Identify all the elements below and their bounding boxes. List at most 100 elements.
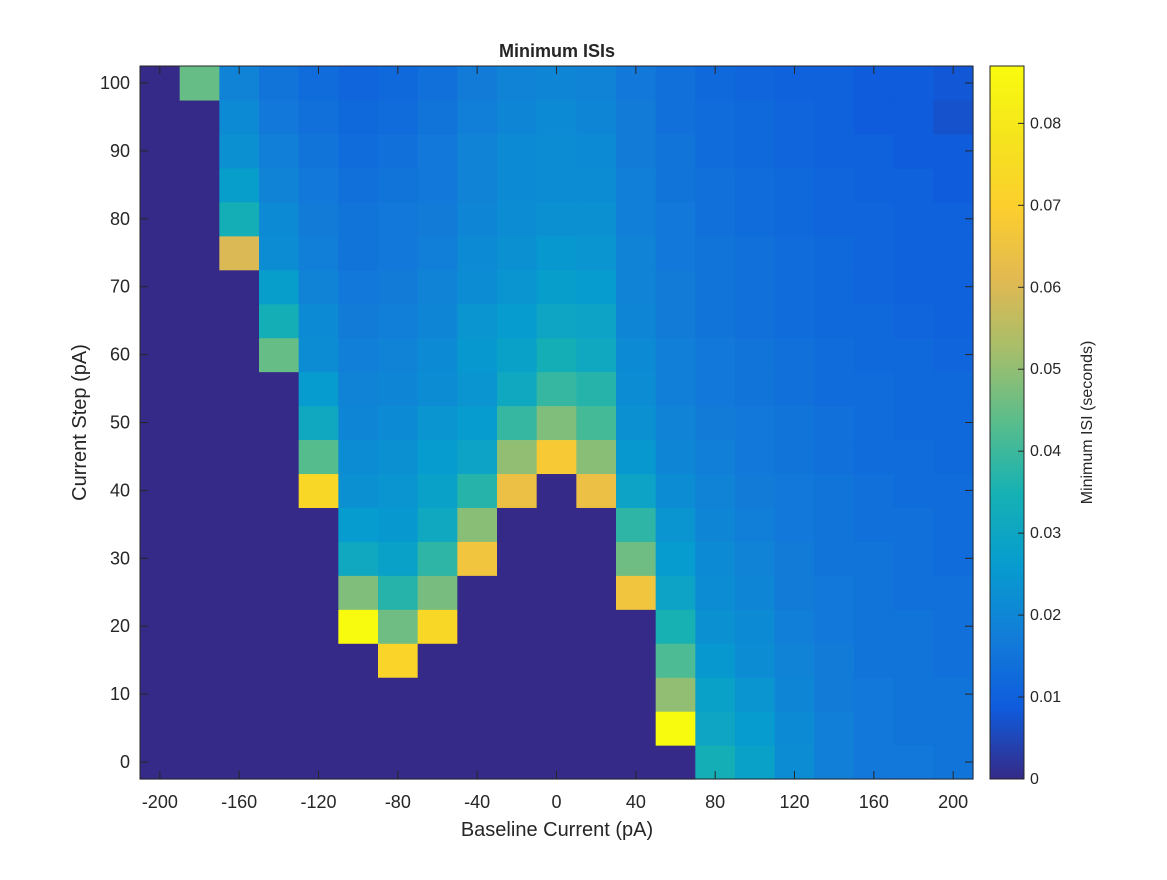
heatmap-cell [179, 201, 220, 237]
heatmap-cell [576, 405, 617, 441]
heatmap-cell [695, 711, 736, 746]
colorbar-tick-label: 0.03 [1030, 525, 1061, 542]
heatmap-cell [219, 439, 260, 475]
heatmap-cell [497, 133, 538, 169]
heatmap-cell [338, 507, 379, 542]
heatmap-cell [616, 303, 657, 339]
y-tick-label: 0 [120, 752, 130, 772]
heatmap-cell [259, 133, 300, 169]
heatmap-cell [417, 133, 458, 169]
heatmap-cell [140, 507, 181, 542]
heatmap-cell [814, 677, 855, 712]
heatmap-cell [298, 201, 339, 237]
heatmap-cell [338, 609, 379, 644]
colorbar-tick-label: 0.05 [1030, 361, 1061, 378]
heatmap-cell [219, 643, 260, 678]
heatmap-cell [655, 473, 696, 508]
heatmap-cell [735, 235, 776, 271]
heatmap-cell [179, 473, 220, 508]
y-axis-label: Current Step (pA) [69, 344, 91, 501]
heatmap-cell [378, 167, 419, 203]
heatmap-cell [338, 643, 379, 678]
heatmap-cell [457, 235, 498, 271]
heatmap-cell [774, 439, 815, 475]
heatmap-cell [298, 439, 339, 475]
heatmap-cell [576, 269, 617, 305]
heatmap-cell [219, 235, 260, 271]
heatmap-cell [298, 99, 339, 135]
heatmap-cell [457, 269, 498, 305]
heatmap-cell [417, 167, 458, 203]
heatmap-cell [854, 269, 895, 305]
y-tick-label: 80 [110, 209, 130, 229]
heatmap-cell [735, 167, 776, 203]
heatmap-cell [854, 439, 895, 475]
heatmap-cell [219, 711, 260, 746]
heatmap-cell [338, 711, 379, 746]
heatmap-cell [814, 66, 855, 101]
heatmap-cell [854, 201, 895, 237]
heatmap-cell [814, 201, 855, 237]
heatmap-cell [259, 711, 300, 746]
heatmap-cell [576, 66, 617, 101]
heatmap-cell [378, 303, 419, 339]
heatmap-cell [338, 303, 379, 339]
heatmap-cell [219, 201, 260, 237]
heatmap-cell [259, 269, 300, 305]
heatmap-cell [814, 575, 855, 610]
heatmap-cell [695, 405, 736, 441]
heatmap-cell [933, 507, 974, 542]
heatmap-cell [814, 99, 855, 135]
y-tick-label: 50 [110, 413, 130, 433]
x-tick-label: 0 [551, 792, 561, 812]
heatmap-cell [457, 167, 498, 203]
heatmap-cell [378, 371, 419, 407]
heatmap-cell [457, 405, 498, 441]
heatmap-cell [179, 99, 220, 135]
heatmap-cell [417, 66, 458, 101]
heatmap-cell [735, 575, 776, 610]
heatmap-cell [259, 575, 300, 610]
heatmap-cell [854, 235, 895, 271]
heatmap-cell [735, 745, 776, 780]
heatmap-cell [814, 337, 855, 373]
heatmap-cell [140, 643, 181, 678]
heatmap-cell [774, 337, 815, 373]
heatmap-cell [695, 507, 736, 542]
heatmap-cell [576, 643, 617, 678]
heatmap-cell [378, 269, 419, 305]
heatmap-cell [616, 643, 657, 678]
heatmap-cell [854, 643, 895, 678]
heatmap-cell [774, 235, 815, 271]
heatmap-cell [854, 99, 895, 135]
heatmap-cell [735, 66, 776, 101]
heatmap-cell [814, 609, 855, 644]
heatmap-cell [417, 711, 458, 746]
heatmap-cell [536, 337, 577, 373]
heatmap-cell [457, 677, 498, 712]
heatmap-cell [179, 507, 220, 542]
heatmap-cell [497, 575, 538, 610]
heatmap-cell [893, 473, 934, 508]
heatmap-cell [417, 507, 458, 542]
y-tick-label: 100 [100, 73, 130, 93]
heatmap-cell [179, 711, 220, 746]
heatmap-cell [536, 201, 577, 237]
heatmap-cell [854, 303, 895, 339]
heatmap-cell [576, 201, 617, 237]
heatmap-cell [179, 609, 220, 644]
heatmap-cell [774, 269, 815, 305]
heatmap-cell [774, 541, 815, 576]
heatmap-cell [417, 235, 458, 271]
heatmap-cell [417, 677, 458, 712]
heatmap-cell [616, 609, 657, 644]
heatmap-cell [378, 337, 419, 373]
heatmap-cell [378, 473, 419, 508]
heatmap-cell [338, 541, 379, 576]
heatmap-cell [735, 677, 776, 712]
heatmap-cell [259, 201, 300, 237]
heatmap-cell [735, 541, 776, 576]
heatmap-cell [854, 133, 895, 169]
heatmap-cell [298, 507, 339, 542]
heatmap-cell [417, 303, 458, 339]
